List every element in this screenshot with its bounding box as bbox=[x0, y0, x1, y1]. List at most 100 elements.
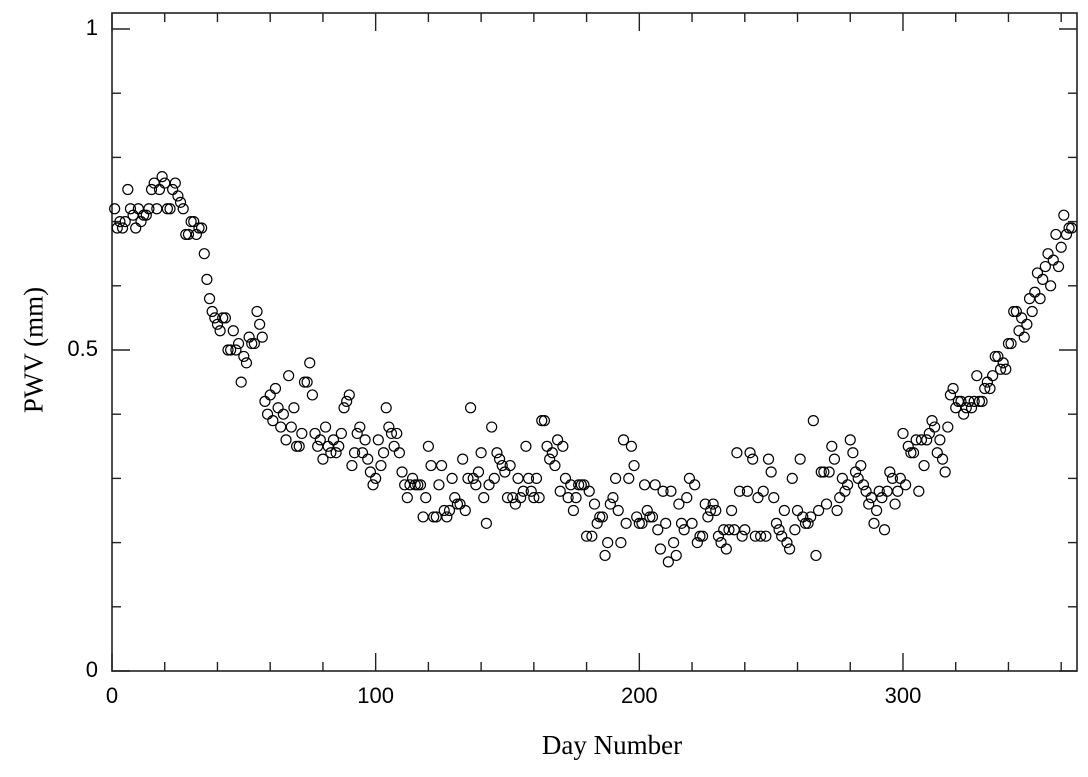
data-point bbox=[203, 293, 216, 305]
data-point bbox=[235, 376, 247, 388]
data-point bbox=[119, 216, 131, 228]
data-point bbox=[557, 440, 569, 452]
data-point bbox=[1018, 331, 1030, 343]
data-point bbox=[193, 222, 205, 234]
data-point bbox=[507, 492, 519, 504]
data-point bbox=[757, 485, 769, 497]
data-point bbox=[976, 395, 988, 407]
data-point bbox=[744, 447, 756, 459]
data-point bbox=[298, 376, 311, 388]
data-point bbox=[172, 190, 184, 202]
data-point bbox=[923, 427, 935, 440]
data-point bbox=[644, 511, 656, 523]
x-tick-label: 200 bbox=[620, 683, 658, 708]
data-point bbox=[388, 440, 400, 452]
data-point bbox=[219, 312, 231, 324]
data-point bbox=[214, 325, 226, 337]
data-point bbox=[844, 434, 856, 446]
data-point bbox=[1026, 305, 1038, 318]
data-point bbox=[965, 402, 978, 414]
data-point bbox=[457, 453, 469, 465]
data-point bbox=[551, 434, 564, 446]
data-point bbox=[264, 389, 276, 401]
data-point bbox=[794, 453, 806, 465]
data-point bbox=[333, 440, 345, 452]
y-axis-label: PWV (mm) bbox=[18, 286, 49, 414]
data-point bbox=[673, 498, 685, 510]
data-point bbox=[625, 440, 638, 452]
data-point bbox=[393, 447, 405, 459]
data-point bbox=[868, 517, 880, 529]
data-point bbox=[325, 447, 337, 459]
data-point bbox=[122, 183, 134, 196]
data-point bbox=[230, 344, 242, 356]
data-point bbox=[765, 466, 777, 478]
data-point bbox=[454, 498, 466, 510]
data-point bbox=[1000, 363, 1012, 375]
data-point bbox=[383, 421, 395, 433]
data-point bbox=[182, 228, 195, 241]
data-point bbox=[156, 171, 168, 183]
data-point bbox=[591, 517, 603, 529]
data-point bbox=[533, 492, 545, 504]
data-point bbox=[114, 216, 126, 228]
data-point bbox=[254, 318, 266, 330]
data-point bbox=[984, 382, 996, 395]
data-point bbox=[926, 415, 938, 427]
data-point bbox=[818, 466, 830, 478]
data-point bbox=[240, 357, 253, 369]
data-point bbox=[462, 472, 474, 484]
data-point bbox=[422, 440, 434, 452]
data-point bbox=[377, 447, 390, 459]
data-point bbox=[638, 479, 651, 491]
data-point bbox=[385, 427, 398, 440]
data-point bbox=[306, 389, 318, 401]
data-point bbox=[428, 511, 440, 523]
data-point bbox=[646, 511, 659, 523]
data-point bbox=[528, 492, 540, 504]
data-point bbox=[267, 415, 279, 427]
data-point bbox=[130, 222, 142, 234]
data-point bbox=[842, 479, 854, 491]
data-point bbox=[536, 415, 548, 427]
data-point bbox=[1016, 312, 1028, 324]
data-point bbox=[391, 427, 403, 440]
data-point bbox=[905, 447, 917, 459]
data-point bbox=[855, 459, 867, 472]
data-point bbox=[1055, 241, 1067, 253]
data-point bbox=[338, 402, 350, 414]
data-point bbox=[198, 248, 210, 260]
data-point bbox=[960, 402, 972, 414]
data-point bbox=[913, 485, 925, 497]
data-point bbox=[876, 492, 888, 504]
data-point bbox=[222, 344, 234, 356]
data-point bbox=[760, 530, 772, 542]
data-point bbox=[594, 511, 606, 523]
data-point bbox=[111, 222, 123, 234]
data-point bbox=[259, 395, 271, 407]
data-point bbox=[981, 376, 993, 388]
data-point bbox=[451, 498, 463, 510]
data-point bbox=[826, 440, 838, 452]
data-point bbox=[747, 453, 759, 465]
data-point bbox=[486, 421, 498, 433]
data-point bbox=[488, 472, 500, 484]
data-point bbox=[697, 530, 709, 542]
data-point bbox=[733, 485, 746, 497]
data-point bbox=[435, 459, 448, 472]
data-point bbox=[997, 357, 1009, 369]
data-point bbox=[1034, 293, 1046, 305]
data-point bbox=[314, 434, 326, 446]
data-point bbox=[417, 511, 429, 523]
y-tick-label: 1 bbox=[85, 15, 98, 40]
data-point bbox=[420, 492, 432, 504]
data-point bbox=[678, 524, 690, 536]
data-point bbox=[1045, 280, 1057, 292]
data-point bbox=[522, 472, 535, 484]
data-point bbox=[140, 209, 152, 221]
data-point bbox=[720, 543, 732, 555]
data-point bbox=[931, 447, 943, 459]
data-point bbox=[225, 344, 237, 356]
data-point bbox=[860, 485, 872, 497]
